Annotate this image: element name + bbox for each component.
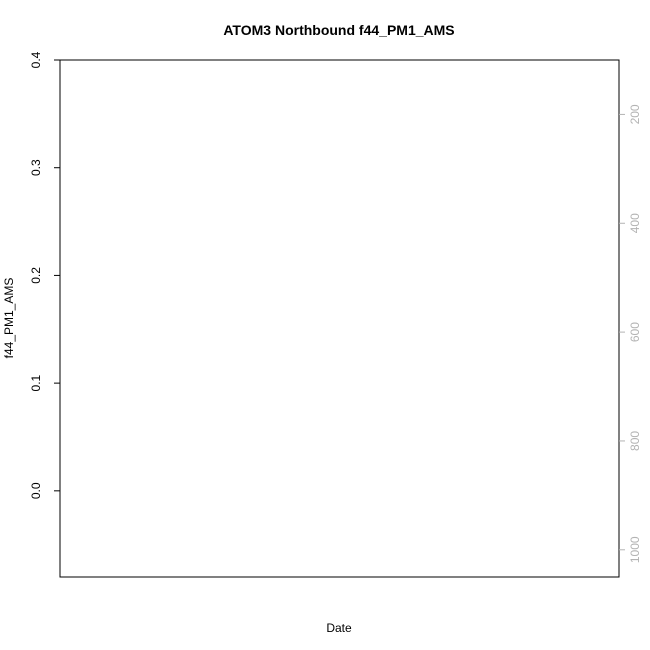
secondary-y-tick-label: 400 bbox=[628, 213, 642, 233]
y-tick-label: 0.3 bbox=[29, 159, 43, 176]
y-tick-label: 0.2 bbox=[29, 267, 43, 284]
y-tick-label: 0.0 bbox=[29, 482, 43, 499]
y-tick-label: 0.4 bbox=[29, 51, 43, 68]
plot-frame bbox=[59, 59, 620, 578]
x-axis-label: Date bbox=[326, 621, 352, 635]
secondary-y-tick-label: 600 bbox=[628, 322, 642, 342]
secondary-y-tick-label: 800 bbox=[628, 431, 642, 451]
chart-title: ATOM3 Northbound f44_PM1_AMS bbox=[223, 22, 454, 38]
secondary-y-tick-label: 200 bbox=[628, 104, 642, 124]
axes: 0.00.10.20.30.4Oct 15Oct 17Oct 19Oct 21O… bbox=[29, 51, 642, 563]
y-axis-label: f44_PM1_AMS bbox=[2, 278, 16, 359]
y-tick-label: 0.1 bbox=[29, 374, 43, 391]
secondary-y-tick-label: 1000 bbox=[628, 536, 642, 563]
